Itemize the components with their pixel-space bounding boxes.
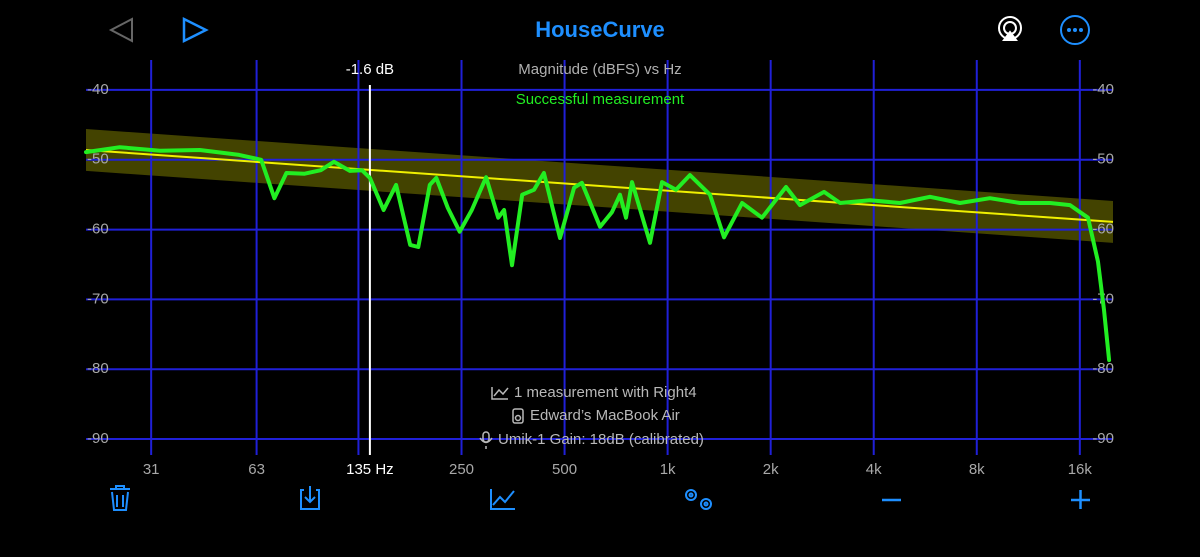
x-tick-label: 1k — [660, 461, 676, 478]
y-tick-label: -90 — [87, 430, 109, 447]
delete-button[interactable] — [110, 485, 130, 511]
x-tick-label: 16k — [1068, 461, 1093, 478]
y2-tick-label: -40 — [1092, 81, 1114, 98]
back-button[interactable] — [108, 17, 133, 43]
y2-tick-label: -90 — [1092, 430, 1114, 447]
app-title: HouseCurve — [535, 17, 665, 42]
x-tick-label: 4k — [866, 461, 882, 478]
y-tick-label: -70 — [87, 290, 109, 307]
cursor-readout: -1.6 dB — [346, 61, 394, 78]
x-tick-label: 2k — [763, 461, 779, 478]
chart-subtitle: Successful measurement — [516, 91, 685, 108]
more-button[interactable] — [1060, 15, 1090, 45]
chart-title: Magnitude (dBFS) vs Hz — [518, 61, 681, 78]
y-tick-label: -40 — [87, 81, 109, 98]
cursor-label: 135 Hz — [346, 461, 394, 478]
y-tick-label: -50 — [87, 151, 109, 168]
x-tick-label: 63 — [248, 461, 265, 478]
x-tick-label: 8k — [969, 461, 985, 478]
y2-tick-label: -60 — [1092, 221, 1114, 238]
x-tick-label: 500 — [552, 461, 577, 478]
plot: 31 63 250 500 1k 2k 4k 8k 16k -40 -40 -50 -50 -60 -60 -… — [84, 60, 1114, 478]
chart-button[interactable] — [490, 489, 515, 510]
airplay-button[interactable] — [998, 16, 1022, 41]
measurement-line — [84, 145, 1112, 363]
export-button[interactable] — [300, 486, 320, 510]
zoom-in-button[interactable] — [1071, 490, 1090, 509]
forward-button[interactable] — [182, 16, 209, 44]
measurement-info: 1 measurement with Right4 — [514, 384, 697, 401]
target-line — [85, 148, 1114, 223]
y2-tick-label: -80 — [1092, 360, 1114, 377]
y2-tick-label: -50 — [1092, 151, 1114, 168]
x-tick-label: 31 — [143, 461, 160, 478]
mic-info: Umik-1 Gain: 18dB (calibrated) — [498, 431, 704, 448]
y-tick-label: -80 — [87, 360, 109, 377]
device-info: Edward’s MacBook Air — [530, 407, 680, 424]
info-icons — [479, 387, 524, 449]
settings-button[interactable] — [685, 489, 712, 510]
y-tick-label: -60 — [87, 221, 109, 238]
x-tick-label: 250 — [449, 461, 474, 478]
